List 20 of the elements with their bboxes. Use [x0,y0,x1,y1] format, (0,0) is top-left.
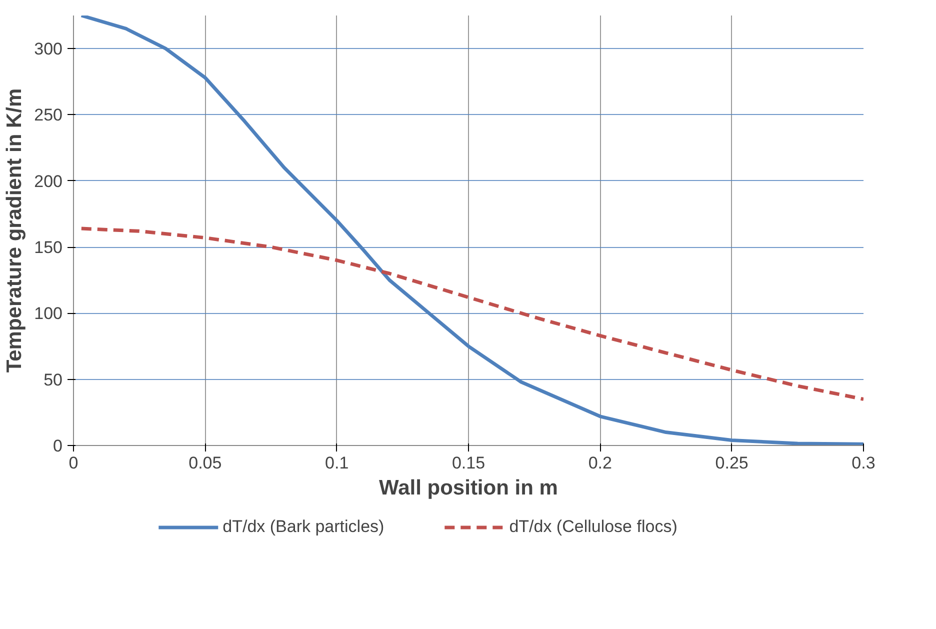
legend-label: dT/dx (Bark particles) [222,517,384,537]
line-series [80,16,864,446]
legend-label: dT/dx (Cellulose flocs) [509,517,678,537]
y-tick-label: 200 [34,172,63,191]
line-series [80,226,864,401]
y-tick-label: 0 [53,436,63,456]
x-tick-label: 0.25 [715,454,748,472]
x-tick-label: 0 [68,454,78,472]
x-axis-title: Wall position in m [379,476,558,500]
y-axis-title: Temperature gradient in K/m [3,88,26,373]
y-tick-label: 300 [34,40,63,59]
y-tick-label: 150 [34,238,63,258]
x-tick-label: 0.1 [325,454,349,472]
x-tick-label: 0.05 [188,454,222,472]
y-tick-label: 50 [44,370,63,390]
x-tick-label: 0.3 [852,454,876,472]
y-tick-label: 100 [34,304,63,324]
y-tick-label: 250 [34,106,63,125]
x-tick-label: 0.2 [588,454,612,472]
x-tick-label: 0.15 [452,454,486,472]
